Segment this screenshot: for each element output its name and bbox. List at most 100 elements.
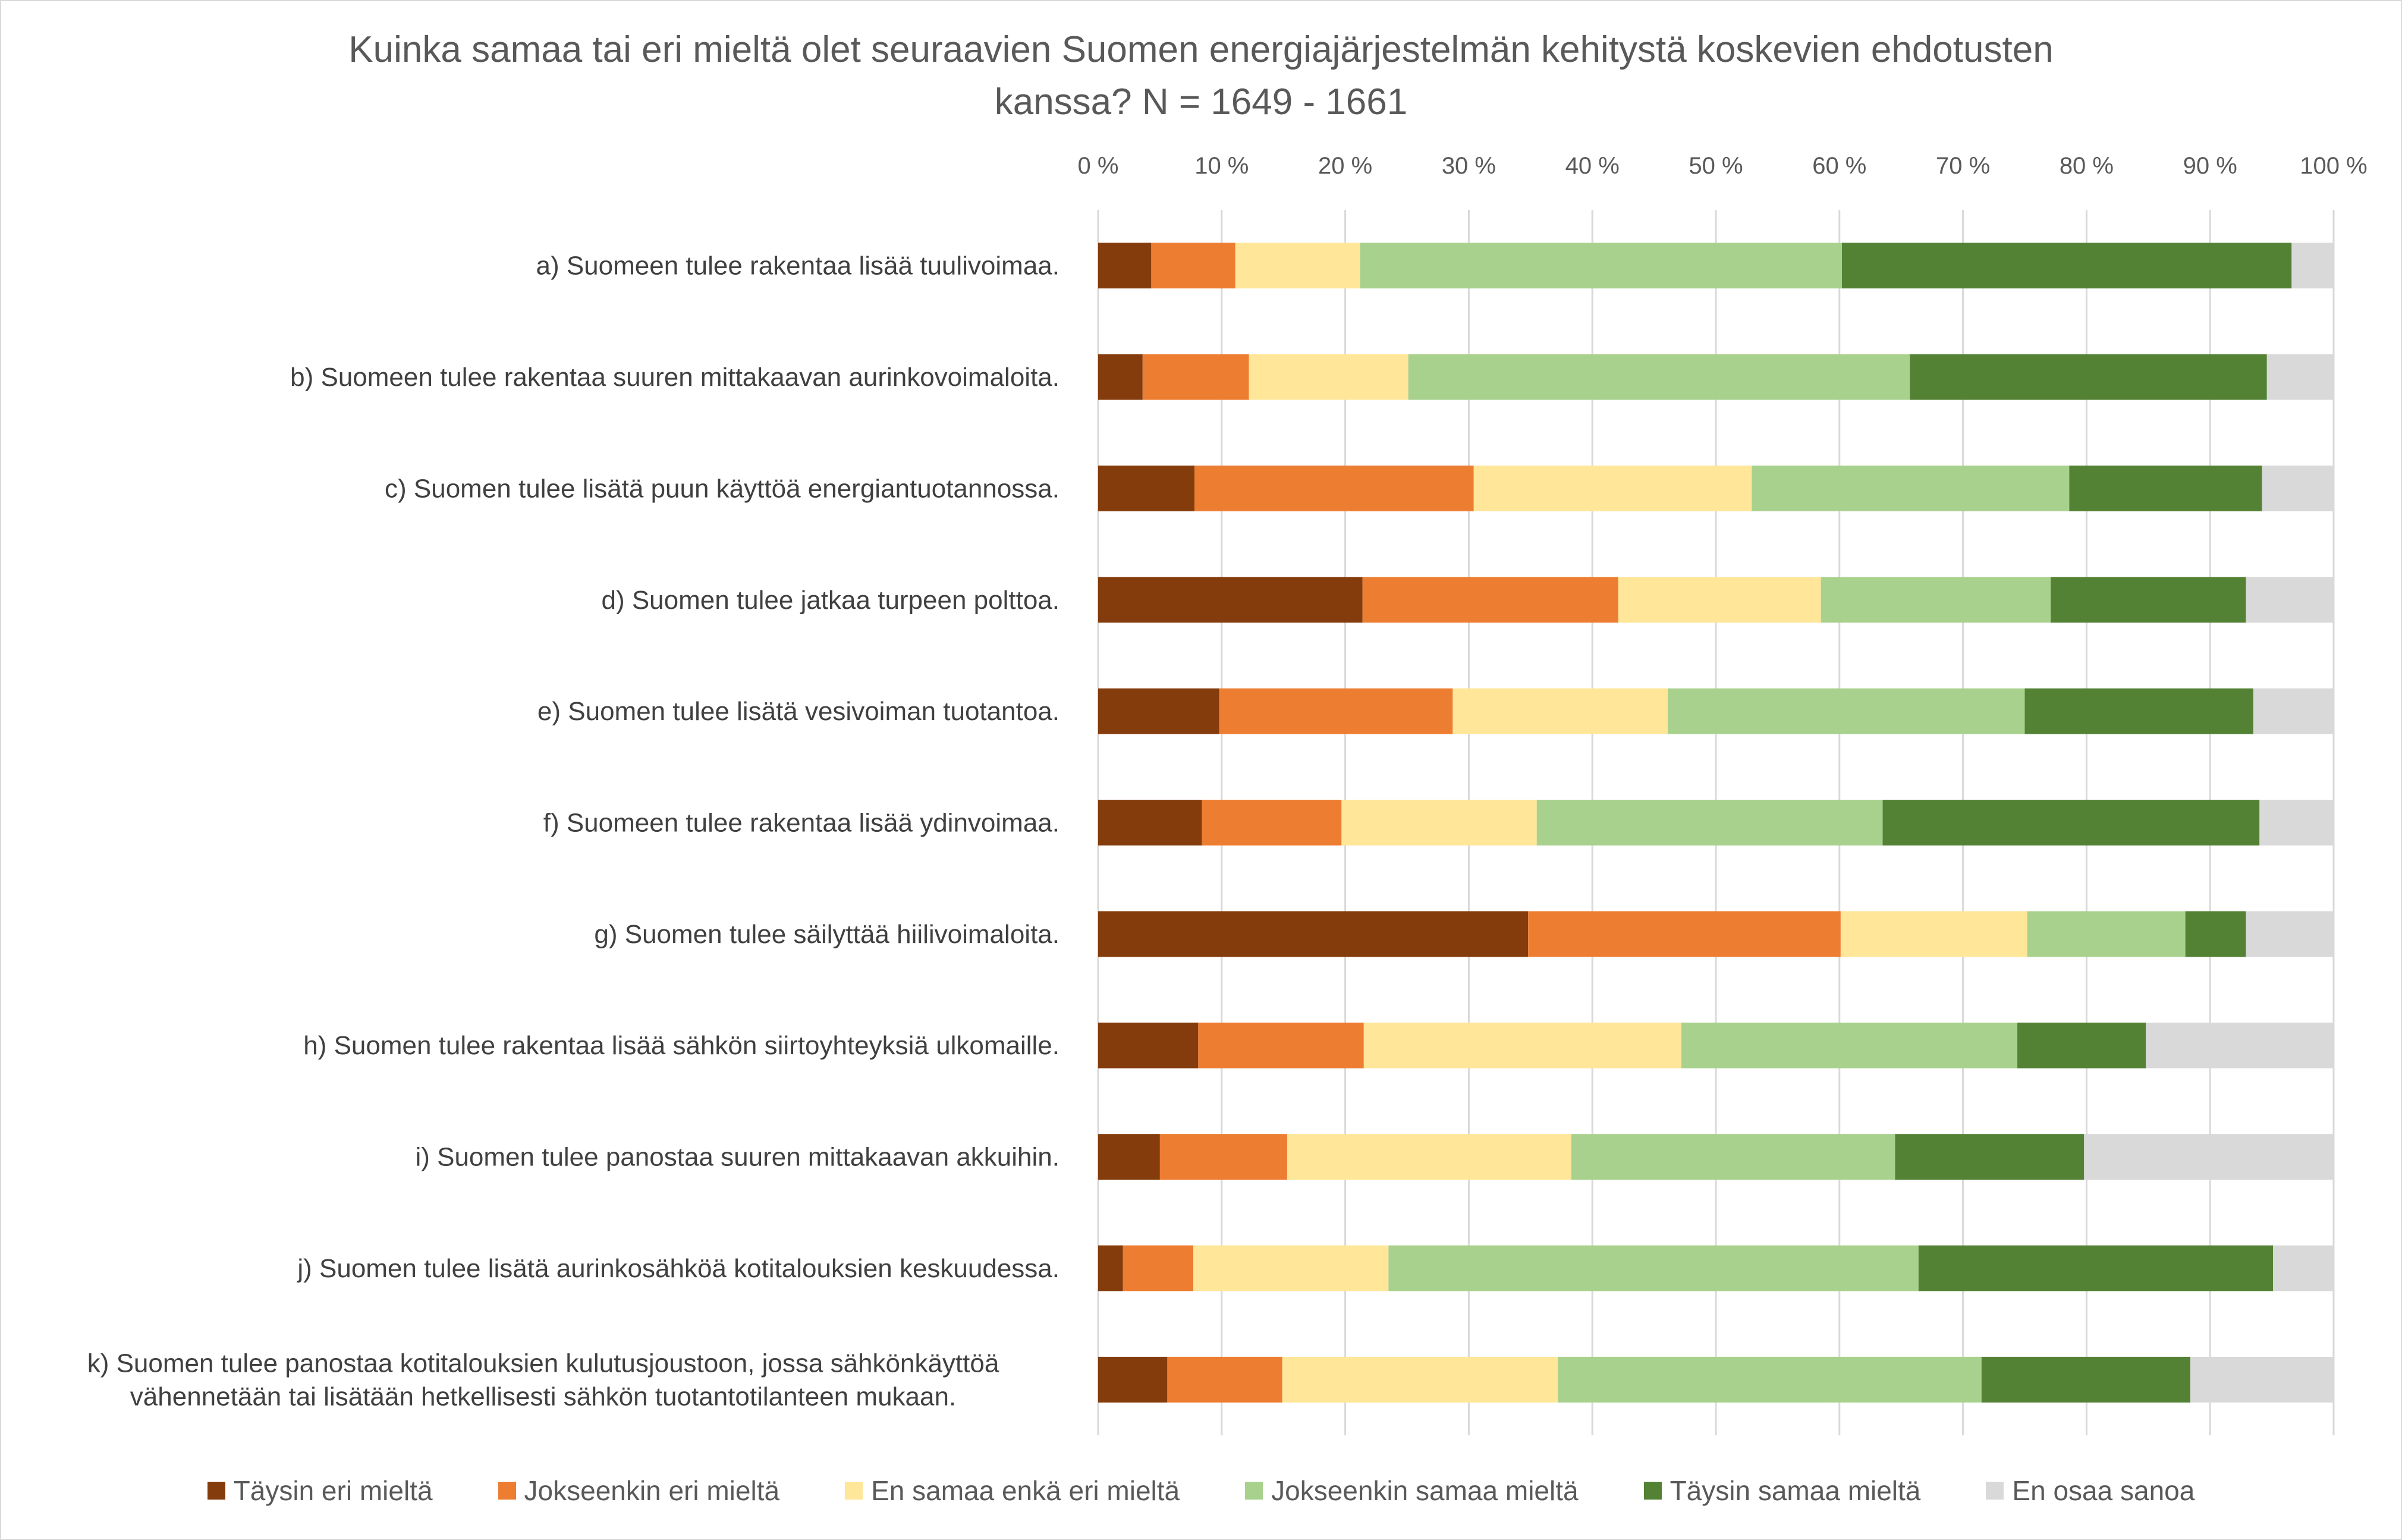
- bar-segment: [2185, 911, 2246, 957]
- bar-segment: [1618, 577, 1821, 623]
- legend-item[interactable]: En osaa sanoa: [1986, 1475, 2195, 1507]
- x-tick-label: 90 %: [2183, 153, 2237, 179]
- x-tick-label: 40 %: [1565, 153, 1620, 179]
- bar-segment: [1098, 1245, 1123, 1291]
- x-tick-label: 100 %: [2300, 153, 2367, 179]
- bar-segment: [1752, 465, 2070, 511]
- bar-segment: [1536, 800, 1883, 846]
- bar-row: [1098, 800, 2334, 846]
- x-tick-label: 50 %: [1689, 153, 1743, 179]
- legend-label: En samaa enkä eri mieltä: [871, 1475, 1180, 1506]
- legend-swatch: [1986, 1482, 2004, 1500]
- x-tick-label: 20 %: [1318, 153, 1372, 179]
- bar-row: [1098, 354, 2334, 400]
- bar-segment: [2291, 243, 2334, 289]
- bar-row: [1098, 1356, 2334, 1403]
- bar-segment: [2262, 465, 2334, 511]
- category-label: b) Suomeen tulee rakentaa suuren mittaka…: [290, 363, 1059, 392]
- bar-segment: [1473, 465, 1752, 511]
- category-label: a) Suomeen tulee rakentaa lisää tuulivoi…: [536, 252, 1059, 281]
- bar-segment: [2266, 354, 2334, 400]
- bar-segment: [1098, 1356, 1168, 1403]
- bar-segment: [1558, 1356, 1982, 1403]
- bar-row: [1098, 243, 2334, 289]
- legend-swatch: [207, 1482, 225, 1500]
- bar-segment: [2069, 465, 2262, 511]
- bar-segment: [2259, 800, 2334, 846]
- bar-row: [1098, 577, 2334, 623]
- bar-segment: [1098, 688, 1219, 734]
- bar-segment: [2051, 577, 2246, 623]
- legend-label: Täysin samaa mieltä: [1670, 1475, 1921, 1506]
- bar-segment: [1341, 800, 1537, 846]
- legend-label: En osaa sanoa: [2012, 1475, 2195, 1506]
- bar-segment: [1098, 354, 1143, 400]
- bar-segment: [1167, 1356, 1282, 1403]
- category-label: k) Suomen tulee panostaa kotitalouksien …: [87, 1349, 999, 1378]
- chart-title-line-2: kanssa? N = 1649 - 1661: [994, 81, 1408, 122]
- bar-segment: [2273, 1245, 2334, 1291]
- bar-segment: [1249, 354, 1408, 400]
- bar-segment: [2190, 1356, 2334, 1403]
- bar-row: [1098, 911, 2334, 957]
- chart-title: Kuinka samaa tai eri mieltä olet seuraav…: [0, 24, 2402, 128]
- bar-segment: [2246, 911, 2334, 957]
- legend-item[interactable]: Täysin eri mieltä: [207, 1475, 433, 1507]
- x-tick-label: 70 %: [1936, 153, 1990, 179]
- category-label: j) Suomen tulee lisätä aurinkosähköä kot…: [296, 1254, 1059, 1283]
- category-label: g) Suomen tulee säilyttää hiilivoimaloit…: [594, 920, 1059, 949]
- bar-segment: [1895, 1134, 2085, 1180]
- bar-segment: [1151, 243, 1235, 289]
- bar-segment: [1388, 1245, 1919, 1291]
- bar-segment: [2017, 1022, 2146, 1068]
- category-label: vähennetään tai lisätään hetkellisesti s…: [130, 1382, 956, 1411]
- legend-item[interactable]: Jokseenkin samaa mieltä: [1245, 1475, 1579, 1507]
- bar-segment: [1159, 1134, 1287, 1180]
- bar-segment: [1219, 688, 1453, 734]
- category-label: i) Suomen tulee panostaa suuren mittakaa…: [415, 1143, 1059, 1172]
- legend-swatch: [845, 1482, 863, 1500]
- category-labels: a) Suomeen tulee rakentaa lisää tuulivoi…: [87, 252, 1059, 1412]
- x-tick-label: 10 %: [1194, 153, 1249, 179]
- legend: Täysin eri mieltä Jokseenkin eri mieltä En…: [0, 1475, 2402, 1507]
- bar-segment: [1282, 1356, 1558, 1403]
- bar-segment: [1194, 465, 1474, 511]
- bar-segment: [1098, 243, 1152, 289]
- bar-segment: [1821, 577, 2051, 623]
- chart-title-line-1: Kuinka samaa tai eri mieltä olet seuraav…: [348, 29, 2054, 70]
- legend-item[interactable]: En samaa enkä eri mieltä: [845, 1475, 1180, 1507]
- legend-swatch: [498, 1482, 516, 1500]
- x-axis-tick-labels: 0 % 10 % 20 % 30 % 40 % 50 % 60 % 70 % 80 % 90 % 1…: [1078, 153, 2368, 179]
- category-label: d) Suomen tulee jatkaa turpeen polttoa.: [601, 586, 1059, 615]
- bar-segment: [1452, 688, 1668, 734]
- bar-segment: [2146, 1022, 2334, 1068]
- legend-item[interactable]: Täysin samaa mieltä: [1643, 1475, 1921, 1507]
- bar-segment: [1202, 800, 1342, 846]
- bar-segment: [1098, 800, 1202, 846]
- bar-segment: [1360, 243, 1842, 289]
- bar-segment: [1981, 1356, 2190, 1403]
- bar-row: [1098, 688, 2334, 734]
- bar-segment: [1571, 1134, 1895, 1180]
- bar-segment: [1918, 1245, 2274, 1291]
- bar-row: [1098, 1022, 2334, 1068]
- bar-segment: [1840, 911, 2027, 957]
- bar-segment: [2253, 688, 2334, 734]
- bar-segment: [1235, 243, 1360, 289]
- category-label: e) Suomen tulee lisätä vesivoiman tuotan…: [537, 697, 1059, 726]
- category-label: c) Suomen tulee lisätä puun käyttöä ener…: [385, 474, 1059, 503]
- bar-series: [1098, 243, 2334, 1403]
- bar-row: [1098, 1134, 2334, 1180]
- bar-segment: [1098, 465, 1195, 511]
- bar-segment: [1528, 911, 1841, 957]
- bar-segment: [1142, 354, 1249, 400]
- x-tick-label: 0 %: [1078, 153, 1119, 179]
- bar-segment: [1123, 1245, 1194, 1291]
- bar-segment: [1362, 577, 1618, 623]
- legend-swatch: [1245, 1482, 1263, 1500]
- legend-item[interactable]: Jokseenkin eri mieltä: [498, 1475, 779, 1507]
- bar-segment: [2084, 1134, 2334, 1180]
- bar-segment: [1098, 911, 1529, 957]
- bar-segment: [1193, 1245, 1389, 1291]
